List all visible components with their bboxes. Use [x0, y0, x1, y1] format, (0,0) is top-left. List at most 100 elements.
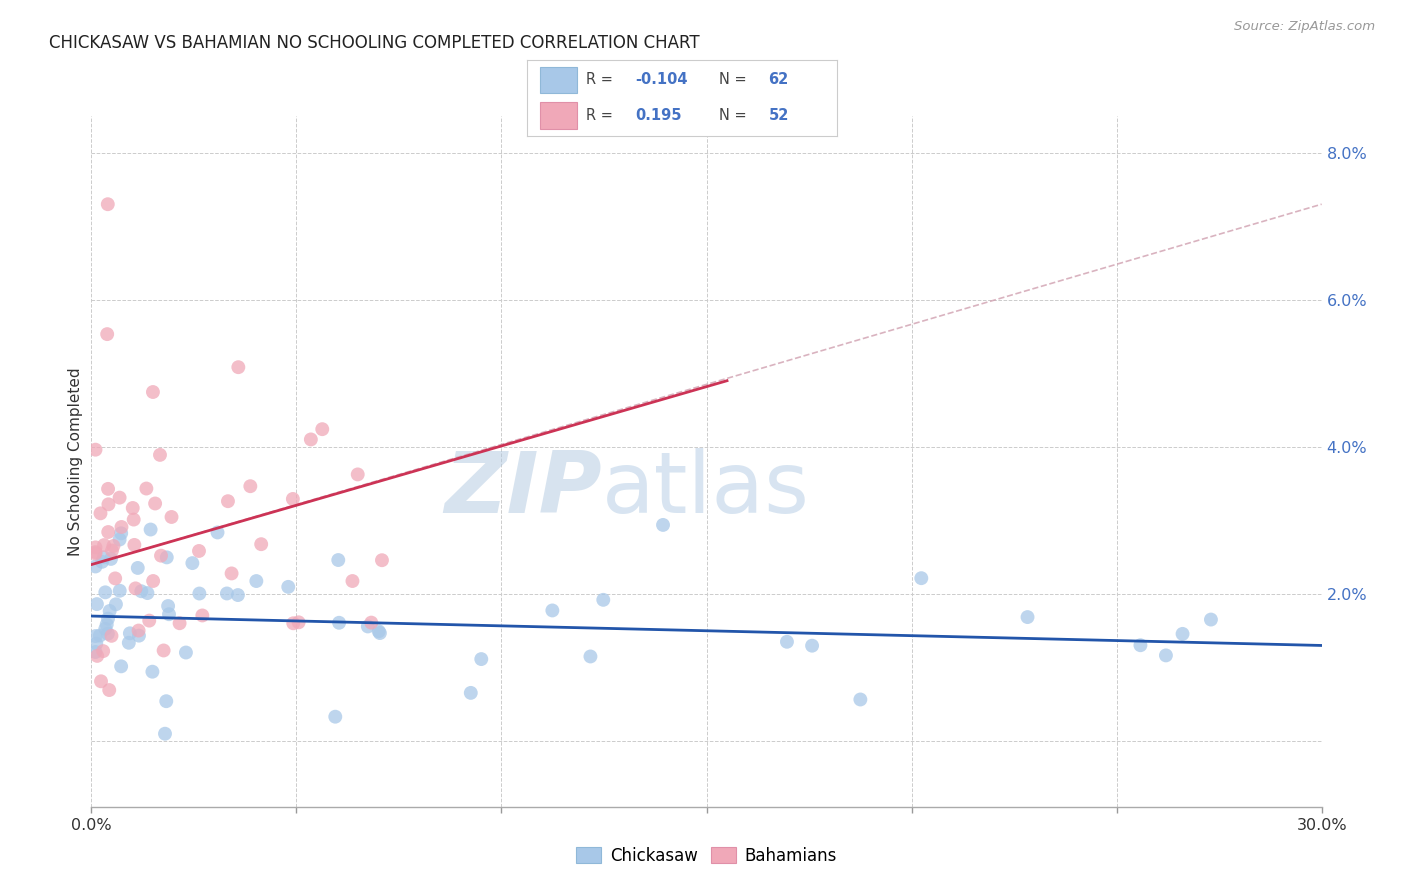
Text: Source: ZipAtlas.com: Source: ZipAtlas.com: [1234, 20, 1375, 33]
Point: [328, 553, 350, 567]
Point: [592, 592, 614, 607]
Point: [97, 612, 120, 626]
Text: R =: R =: [586, 108, 613, 123]
Text: 52: 52: [769, 108, 789, 123]
Point: [153, 727, 176, 741]
Point: [346, 467, 368, 482]
Point: [1171, 627, 1194, 641]
Point: [849, 692, 872, 706]
Text: N =: N =: [718, 72, 747, 87]
Point: [281, 491, 304, 506]
Point: [470, 652, 492, 666]
Text: atlas: atlas: [602, 448, 810, 531]
Text: ZIP: ZIP: [444, 448, 602, 531]
Point: [150, 549, 173, 563]
Point: [311, 422, 333, 436]
Point: [96, 617, 118, 632]
Y-axis label: No Schooling Completed: No Schooling Completed: [67, 368, 83, 556]
Point: [93, 538, 115, 552]
Point: [143, 496, 166, 510]
Text: -0.104: -0.104: [636, 72, 688, 87]
Point: [155, 694, 177, 708]
Point: [98, 604, 121, 618]
Text: 0.195: 0.195: [636, 108, 682, 123]
Point: [94, 585, 117, 599]
Point: [128, 624, 150, 638]
Point: [100, 552, 122, 566]
Point: [110, 520, 132, 534]
Bar: [540, 67, 576, 93]
Point: [652, 517, 675, 532]
Point: [91, 644, 114, 658]
Text: CHICKASAW VS BAHAMIAN NO SCHOOLING COMPLETED CORRELATION CHART: CHICKASAW VS BAHAMIAN NO SCHOOLING COMPL…: [49, 34, 700, 52]
Point: [84, 645, 107, 659]
Point: [191, 608, 214, 623]
Point: [207, 525, 229, 540]
Point: [910, 571, 932, 585]
Point: [342, 574, 364, 588]
Point: [108, 533, 131, 547]
Point: [104, 571, 127, 585]
Point: [118, 626, 141, 640]
Point: [110, 659, 132, 673]
Point: [157, 607, 180, 622]
Point: [96, 327, 118, 342]
Point: [215, 586, 238, 600]
Point: [1129, 638, 1152, 652]
Point: [299, 433, 322, 447]
Point: [89, 629, 111, 643]
Point: [239, 479, 262, 493]
Point: [118, 636, 141, 650]
Point: [1017, 610, 1039, 624]
Point: [84, 637, 107, 651]
Point: [579, 649, 602, 664]
Point: [142, 574, 165, 588]
Point: [84, 442, 107, 457]
Point: [131, 584, 153, 599]
Point: [221, 566, 243, 581]
Point: [91, 555, 114, 569]
Point: [93, 550, 115, 565]
Point: [124, 538, 146, 552]
Point: [250, 537, 273, 551]
Point: [157, 599, 180, 613]
Point: [776, 634, 799, 648]
Point: [86, 648, 108, 663]
Point: [127, 561, 149, 575]
Point: [149, 448, 172, 462]
Point: [100, 629, 122, 643]
Point: [97, 497, 120, 511]
Point: [84, 629, 107, 643]
Point: [367, 624, 389, 639]
Point: [90, 674, 112, 689]
Point: [110, 526, 132, 541]
Point: [1199, 613, 1222, 627]
Point: [228, 360, 250, 375]
Point: [174, 646, 197, 660]
Point: [122, 512, 145, 526]
Point: [188, 544, 211, 558]
Point: [97, 197, 120, 211]
Point: [101, 543, 124, 558]
Point: [245, 574, 267, 588]
Point: [357, 619, 380, 633]
Point: [368, 626, 391, 640]
Point: [86, 597, 108, 611]
Point: [460, 686, 482, 700]
Point: [283, 616, 305, 631]
Point: [541, 603, 564, 617]
Point: [188, 586, 211, 600]
Text: 62: 62: [769, 72, 789, 87]
Point: [226, 588, 249, 602]
Point: [287, 615, 309, 630]
Text: N =: N =: [718, 108, 747, 123]
Point: [138, 614, 160, 628]
Point: [108, 491, 131, 505]
Point: [84, 545, 107, 559]
Point: [97, 524, 120, 539]
Point: [217, 494, 239, 508]
Point: [141, 665, 163, 679]
Point: [142, 384, 165, 399]
Point: [128, 629, 150, 643]
Point: [103, 539, 125, 553]
